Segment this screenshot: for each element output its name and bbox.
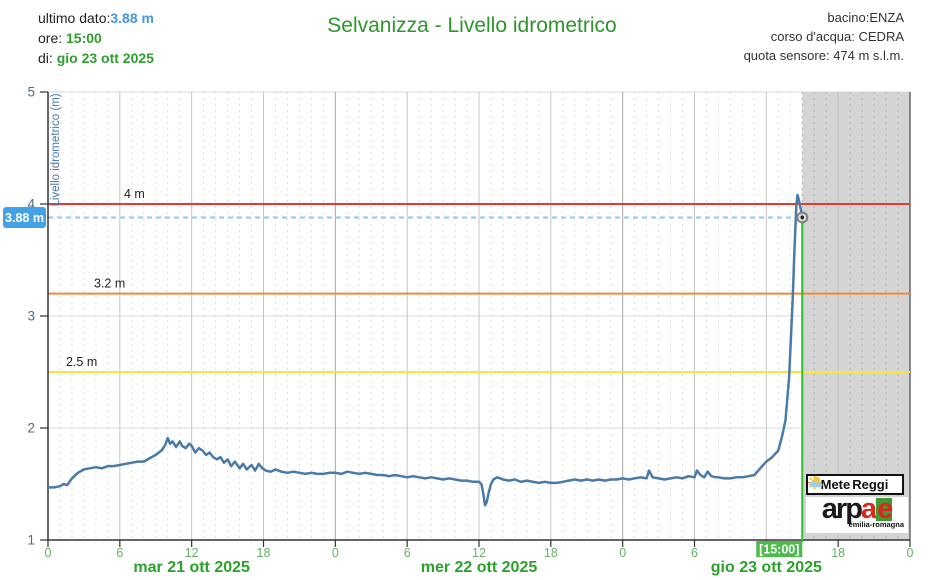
arpae-subtitle: emilia-romagna — [848, 520, 904, 529]
meteo-logo-text-2: Reggi — [852, 477, 889, 492]
svg-text:5: 5 — [27, 85, 35, 100]
day-label: gio 23 ott 2025 — [711, 559, 822, 576]
threshold-label-3.2m: 3.2 m — [94, 277, 125, 291]
latest-date-label: di: — [38, 50, 57, 66]
sensor-elevation-line: quota sensore: 474 m s.l.m. — [743, 48, 904, 63]
arpae-wordmark: arp a e — [806, 493, 908, 525]
meteo-reggio-logo[interactable]: Mete Reggi — [806, 474, 904, 495]
threshold-label-2.5m: 2.5 m — [66, 355, 97, 369]
latest-value-label: ultimo dato: — [38, 10, 111, 26]
arpae-wordmark-green-e: e — [876, 493, 893, 525]
svg-text:0: 0 — [619, 546, 626, 560]
latest-value-line: ultimo dato:3.88 m — [38, 8, 154, 28]
current-value-badge-text: 3.88 m — [5, 211, 44, 225]
svg-text:12: 12 — [185, 546, 199, 560]
latest-date: gio 23 ott 2025 — [56, 50, 154, 66]
svg-text:18: 18 — [544, 546, 558, 560]
svg-text:18: 18 — [257, 546, 271, 560]
svg-text:0: 0 — [45, 546, 52, 560]
latest-time-line: ore: 15:00 — [38, 28, 154, 48]
svg-text:6: 6 — [116, 546, 123, 560]
svg-text:4: 4 — [27, 197, 35, 212]
last-data-time-badge — [756, 541, 803, 557]
current-value-badge — [3, 207, 46, 228]
svg-text:6: 6 — [691, 546, 698, 560]
last-data-time-badge-text: [15:00] — [759, 543, 799, 557]
watercourse-line: corso d'acqua: CEDRA — [770, 29, 904, 44]
arpae-logo[interactable]: arp a e emilia-romagna — [806, 493, 908, 533]
svg-text:6: 6 — [404, 546, 411, 560]
svg-text:2: 2 — [27, 421, 35, 436]
station-info-panel: bacino:ENZA corso d'acqua: CEDRA quota s… — [744, 8, 904, 65]
latest-reading-panel: ultimo dato:3.88 m ore: 15:00 di: gio 23… — [38, 8, 154, 68]
last-point-marker-dot — [800, 215, 805, 220]
latest-time: 15:00 — [66, 30, 102, 46]
svg-text:18: 18 — [831, 546, 845, 560]
latest-value: 3.88 m — [110, 10, 154, 26]
day-label: mer 22 ott 2025 — [421, 559, 538, 576]
latest-date-line: di: gio 23 ott 2025 — [38, 48, 154, 68]
svg-text:0: 0 — [907, 546, 914, 560]
y-axis-title: Livello idrometrico (m) — [50, 93, 62, 206]
svg-text:3: 3 — [27, 309, 35, 324]
arpae-wordmark-black: arp — [821, 493, 863, 525]
svg-text:0: 0 — [332, 546, 339, 560]
future-time-region — [802, 92, 910, 540]
threshold-label-4m: 4 m — [124, 187, 145, 201]
meteo-logo-text-1: Mete — [820, 477, 851, 492]
svg-text:12: 12 — [472, 546, 486, 560]
day-label: mar 21 ott 2025 — [133, 559, 250, 576]
arpae-wordmark-red-a: a — [860, 493, 877, 525]
svg-text:1: 1 — [27, 533, 35, 548]
y-axis-labels: 1 2 3 4 5 — [27, 85, 35, 548]
latest-time-label: ore: — [38, 30, 67, 46]
axis-ticks — [40, 91, 911, 547]
series-line-livello-idrometrico[interactable] — [46, 193, 804, 507]
basin-line: bacino:ENZA — [827, 10, 904, 25]
